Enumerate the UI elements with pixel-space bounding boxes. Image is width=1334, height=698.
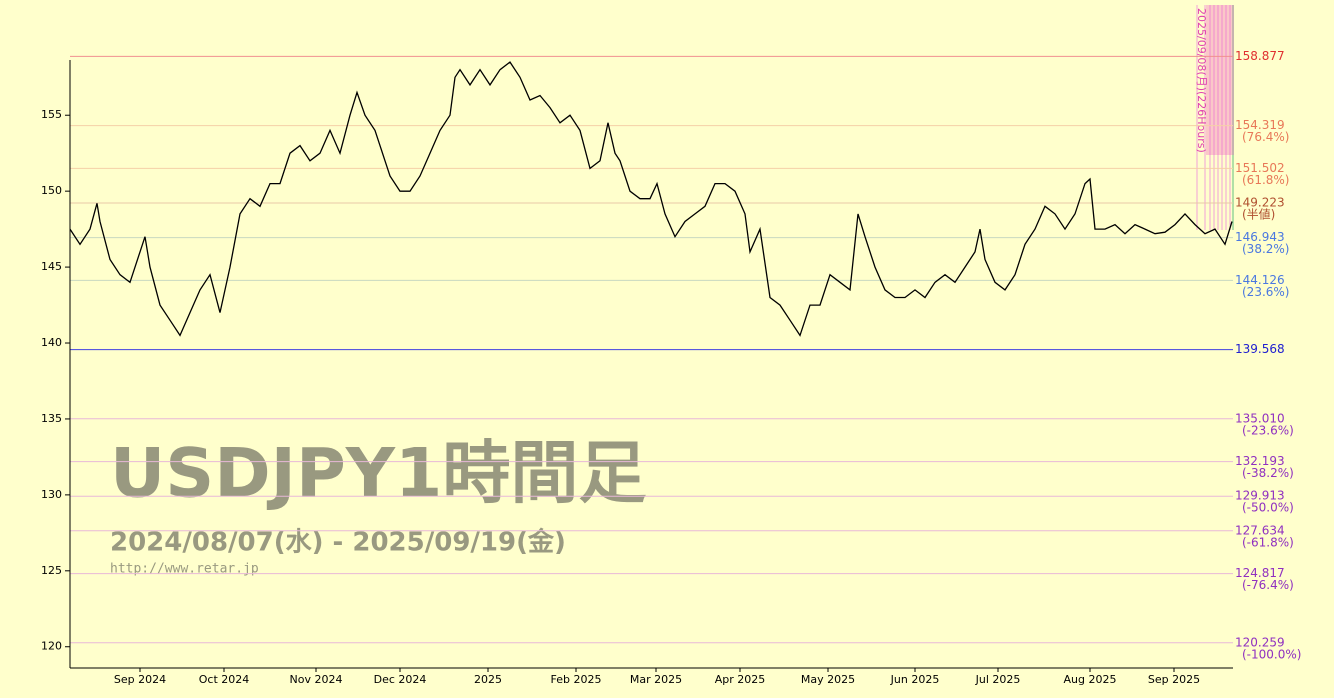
x-tick-label: Aug 2025: [1064, 673, 1117, 686]
y-tick-label: 135: [41, 412, 62, 425]
y-tick-label: 155: [41, 108, 62, 121]
level-label: 158.877: [1235, 49, 1285, 63]
watermark-subtitle: 2024/08/07(水) - 2025/09/19(金): [110, 527, 566, 558]
watermark-title: USDJPY1時間足: [110, 435, 646, 514]
x-tick-label: Jul 2025: [975, 673, 1021, 686]
level-ratio: (半値): [1242, 206, 1275, 221]
y-tick-label: 150: [41, 184, 62, 197]
level-ratio: (23.6%): [1242, 285, 1289, 299]
y-tick-label: 120: [41, 640, 62, 653]
annotation-lines: [1196, 5, 1234, 230]
watermark-source: http://www.retar.jp: [110, 562, 259, 577]
level-label: 154.319: [1235, 118, 1285, 132]
level-label: 135.010: [1235, 411, 1285, 425]
x-tick-label: Mar 2025: [630, 673, 682, 686]
y-tick-label: 125: [41, 564, 62, 577]
level-ratio: (-100.0%): [1242, 647, 1301, 661]
y-tick-label: 145: [41, 260, 62, 273]
level-ratio: (-61.8%): [1242, 535, 1294, 549]
level-label: 146.943: [1235, 230, 1285, 244]
level-ratio: (-76.4%): [1242, 578, 1294, 592]
level-label: 120.259: [1235, 635, 1285, 649]
annotation-cluster: [1206, 5, 1234, 155]
x-tick-label: Nov 2024: [290, 673, 343, 686]
level-label: 144.126: [1235, 273, 1285, 287]
level-ratio: (38.2%): [1242, 242, 1289, 256]
level-ratio: (-23.6%): [1242, 423, 1294, 437]
level-ratio: (61.8%): [1242, 173, 1289, 187]
level-label: 124.817: [1235, 566, 1285, 580]
x-tick-label: Apr 2025: [715, 673, 766, 686]
level-ratio: (-50.0%): [1242, 501, 1294, 515]
level-label: 129.913: [1235, 489, 1285, 503]
annotation-text: 2025/09/08(月)(226Hours): [1195, 8, 1208, 153]
level-label: 151.502: [1235, 161, 1285, 175]
level-ratio: (76.4%): [1242, 130, 1289, 144]
x-tick-label: Sep 2024: [114, 673, 166, 686]
x-tick-label: 2025: [474, 673, 502, 686]
level-label: 139.568: [1235, 342, 1285, 356]
x-tick-label: Sep 2025: [1148, 673, 1200, 686]
x-tick-label: Dec 2024: [374, 673, 427, 686]
x-tick-label: May 2025: [801, 673, 855, 686]
level-label: 132.193: [1235, 454, 1285, 468]
x-tick-label: Feb 2025: [551, 673, 602, 686]
level-label: 149.223: [1235, 195, 1285, 209]
level-ratio: (-38.2%): [1242, 466, 1294, 480]
y-tick-label: 130: [41, 488, 62, 501]
price-line: [69, 61, 1233, 337]
x-tick-label: Jun 2025: [890, 673, 940, 686]
level-label: 127.634: [1235, 523, 1285, 537]
y-tick-label: 140: [41, 336, 62, 349]
x-tick-label: Oct 2024: [199, 673, 250, 686]
